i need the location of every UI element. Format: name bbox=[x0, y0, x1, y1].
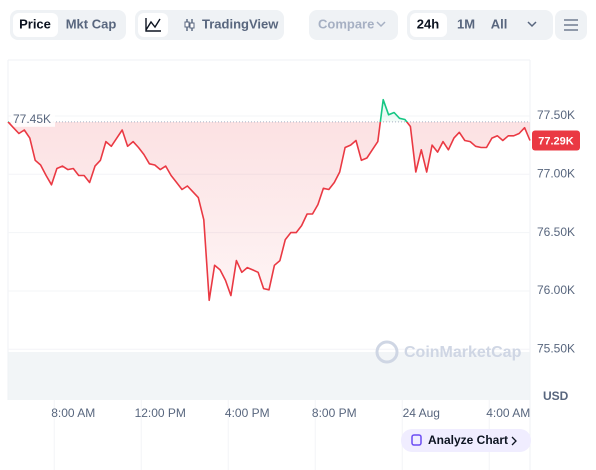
range-selected[interactable] bbox=[410, 13, 447, 37]
y-tick-label: 77.50K bbox=[537, 108, 575, 122]
y-tick-label: 75.50K bbox=[537, 341, 575, 355]
analyze-button[interactable] bbox=[401, 429, 531, 452]
tab-mkt-cap[interactable]: Mkt Cap bbox=[66, 16, 117, 31]
reference-label-bg bbox=[11, 112, 55, 127]
line-icon bbox=[145, 18, 161, 32]
range-24h[interactable]: 24h bbox=[417, 16, 439, 31]
x-tick-label: 8:00 AM bbox=[51, 406, 95, 420]
x-tick-label: 4:00 PM bbox=[225, 406, 270, 420]
y-tick-label: 77.00K bbox=[537, 166, 575, 180]
volume-band bbox=[8, 352, 530, 400]
tab-selected[interactable] bbox=[13, 13, 58, 37]
current-price-label: 77.29K bbox=[538, 135, 574, 147]
compare-button[interactable] bbox=[309, 10, 398, 40]
chevron bbox=[376, 21, 386, 28]
current-price-box bbox=[532, 130, 580, 151]
settings-icon bbox=[564, 19, 578, 31]
price-line bbox=[7, 98, 531, 302]
analyze-icon bbox=[411, 434, 422, 446]
range-more[interactable] bbox=[527, 21, 537, 28]
price-area bbox=[8, 99, 530, 301]
x-tick-label: 4:00 AM bbox=[486, 406, 530, 420]
x-tick-label: 12:00 PM bbox=[135, 406, 186, 420]
tradingview-button[interactable]: TradingView bbox=[202, 16, 279, 31]
chevron bbox=[511, 436, 517, 446]
chart-type-group bbox=[135, 10, 284, 40]
reference-label: 77.45K bbox=[13, 112, 51, 126]
y-unit: USD bbox=[543, 389, 569, 403]
x-tick-label: 24 Aug bbox=[403, 406, 440, 420]
analyze-label[interactable]: Analyze Chart bbox=[428, 433, 508, 447]
y-tick-label: 76.50K bbox=[537, 225, 575, 239]
watermark: CoinMarketCap bbox=[404, 344, 522, 361]
tab-price[interactable]: Price bbox=[19, 16, 51, 31]
candle-icon bbox=[189, 22, 195, 29]
compare-label[interactable]: Compare bbox=[318, 16, 374, 31]
candle-icon bbox=[184, 21, 190, 28]
range-all[interactable]: All bbox=[491, 16, 508, 31]
x-tick-label: 8:00 PM bbox=[312, 406, 357, 420]
y-tick-label: 76.00K bbox=[537, 283, 575, 297]
range-1m[interactable]: 1M bbox=[457, 16, 475, 31]
watermark-logo bbox=[375, 340, 399, 364]
